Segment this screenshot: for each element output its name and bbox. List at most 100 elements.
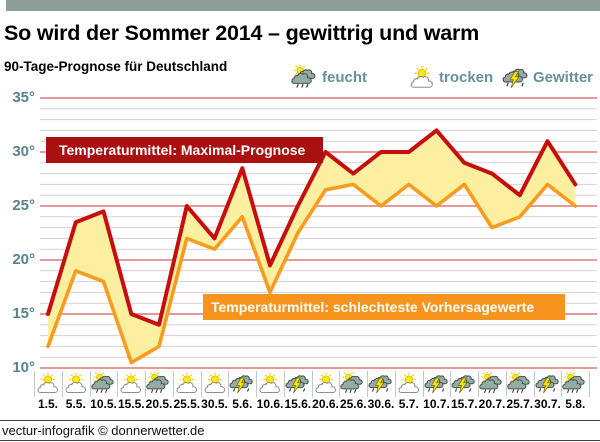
axis-separator: [172, 371, 174, 397]
x-axis-label: 25.6.: [339, 397, 367, 411]
axis-separator: [145, 371, 147, 397]
subtitle: 90-Tage-Prognose für Deutschland: [4, 59, 228, 74]
max-series-label: Temperaturmittel: Maximal-Prognose: [46, 137, 323, 163]
feucht-icon: [146, 370, 169, 393]
y-axis-label: 25°: [12, 197, 35, 214]
trocken-icon: [408, 65, 436, 89]
weather-icon-gewitter: [534, 372, 561, 394]
gewitter-icon: [502, 65, 530, 89]
gewitter-icon: [534, 375, 559, 394]
y-axis-label: 15°: [12, 305, 35, 322]
weather-icon-trocken: [118, 372, 144, 394]
trocken-icon: [398, 372, 419, 393]
x-axis-label: 20.5.: [145, 397, 173, 411]
gewitter-icon: [451, 375, 475, 394]
weather-icon-gewitter: [285, 372, 311, 394]
trocken-icon: [203, 372, 225, 393]
feucht-icon: [562, 370, 585, 393]
feucht-icon: [90, 370, 114, 393]
legend-item-gewitter: Gewitter: [502, 64, 593, 90]
chart-plot: [40, 97, 597, 369]
legend-label-feucht: feucht: [322, 68, 367, 86]
x-axis-label: 30.7.: [534, 397, 561, 411]
x-axis-label: 30.6.: [367, 397, 395, 411]
top-bar: [6, 0, 600, 11]
feucht-icon: [507, 370, 530, 393]
x-axis-label: 15.5.: [117, 397, 145, 411]
axis-separator: [89, 371, 91, 397]
weather-icon-trocken: [63, 372, 89, 394]
page-title: So wird der Sommer 2014 – gewittrig und …: [4, 21, 480, 45]
min-series-label: Temperaturmittel: schlechteste Vorhersag…: [203, 294, 565, 320]
axis-separator: [200, 371, 202, 397]
axis-separator: [61, 371, 63, 397]
axis-separator: [117, 371, 119, 397]
weather-icon-feucht: [340, 370, 366, 394]
trocken-icon: [314, 372, 336, 393]
x-axis: 1.5. 5.5. 10.5. 15.5. 20.5. 25.5. 30.5. 5.6. 10.…: [34, 368, 600, 420]
footer-rule-top: [0, 420, 600, 421]
axis-separator: [339, 371, 341, 397]
weather-icon-feucht: [146, 370, 172, 394]
x-axis-label: 20.6.: [312, 397, 339, 411]
gewitter-icon: [502, 68, 528, 88]
legend-label-trocken: trocken: [439, 68, 494, 86]
gewitter-icon: [423, 375, 448, 394]
feucht-icon: [340, 370, 363, 393]
axis-separator: [422, 371, 424, 397]
axis-separator: [311, 371, 313, 397]
weather-icon-feucht: [562, 370, 588, 394]
x-axis-label: 5.8.: [565, 397, 586, 411]
x-axis-label: 5.6.: [232, 397, 253, 411]
x-axis-label: 15.7.: [450, 397, 478, 411]
weather-icon-feucht: [479, 370, 505, 394]
x-axis-label: 10.5.: [90, 397, 117, 411]
x-axis-label: 5.5.: [65, 397, 86, 411]
trocken-icon: [65, 372, 86, 393]
feucht-icon: [291, 63, 319, 89]
weather-icon-feucht: [507, 370, 533, 394]
weather-icon-trocken: [35, 372, 61, 394]
axis-separator: [478, 371, 480, 397]
x-axis-label: 25.5.: [173, 397, 201, 411]
weather-icon-trocken: [202, 372, 228, 394]
weather-icon-trocken: [257, 372, 283, 394]
x-axis-label: 5.7.: [398, 397, 419, 411]
weather-icon-trocken: [174, 372, 200, 394]
y-axis: 35° 30° 25° 20° 15° 10°: [0, 89, 35, 378]
y-axis-label: 20°: [12, 251, 35, 268]
axis-separator: [256, 371, 258, 397]
axis-separator: [505, 371, 507, 397]
weather-icon-gewitter: [229, 372, 255, 394]
min-temperature-line: [46, 182, 578, 365]
feucht-icon: [291, 63, 316, 88]
x-axis-label: 10.7.: [423, 397, 450, 411]
x-axis-label: 30.5.: [201, 397, 228, 411]
x-axis-label: 15.6.: [284, 397, 312, 411]
forecast-range-area: [48, 130, 576, 363]
trocken-icon: [176, 372, 197, 393]
x-axis-label: 25.7.: [506, 397, 534, 411]
trocken-icon: [37, 372, 59, 393]
axis-separator: [34, 371, 36, 397]
x-axis-label: 10.6.: [256, 397, 284, 411]
axis-separator: [533, 371, 535, 397]
axis-separator: [589, 371, 591, 397]
gewitter-icon: [229, 375, 253, 394]
legend-item-trocken: trocken: [408, 64, 493, 90]
legend-item-feucht: feucht: [291, 63, 367, 90]
axis-separator: [394, 371, 396, 397]
trocken-icon: [120, 372, 142, 393]
footer-rule-bottom: [0, 440, 600, 441]
axis-separator: [367, 371, 369, 397]
y-axis-label: 10°: [12, 359, 35, 376]
legend-label-gewitter: Gewitter: [533, 68, 594, 86]
y-axis-label: 35°: [12, 89, 35, 106]
gewitter-icon: [285, 375, 309, 394]
credit: vectur-infografik © donnerwetter.de: [2, 423, 205, 438]
axis-separator: [283, 371, 285, 397]
feucht-icon: [479, 370, 502, 393]
trocken-icon: [410, 65, 433, 88]
weather-icon-feucht: [90, 370, 117, 394]
max-temperature-line: [46, 128, 578, 327]
